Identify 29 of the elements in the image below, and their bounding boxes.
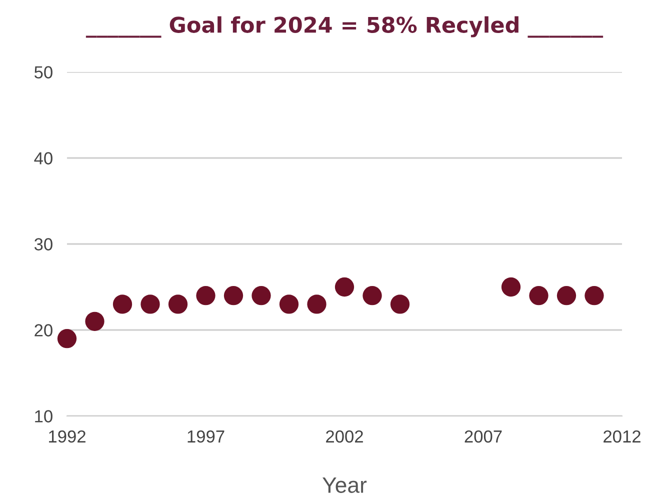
point bbox=[224, 286, 244, 306]
x-tick-label: 1992 bbox=[49, 430, 86, 443]
point bbox=[57, 329, 77, 348]
point bbox=[140, 294, 160, 314]
point bbox=[168, 294, 188, 314]
y-tick-label: 40 bbox=[34, 152, 52, 164]
point bbox=[196, 286, 216, 306]
point bbox=[529, 286, 548, 306]
point bbox=[556, 286, 576, 306]
point bbox=[390, 294, 410, 314]
point bbox=[307, 294, 326, 314]
point bbox=[362, 286, 382, 306]
y-tick-label: 20 bbox=[34, 324, 52, 336]
point bbox=[501, 277, 521, 297]
point bbox=[85, 312, 104, 331]
y-tick-label: 10 bbox=[35, 410, 52, 422]
x-tick-label: 2012 bbox=[604, 430, 640, 443]
x-tick-label: 1997 bbox=[188, 430, 224, 443]
y-tick-label: 50 bbox=[34, 66, 52, 78]
x-axis-title: Year bbox=[322, 477, 367, 493]
point bbox=[252, 286, 271, 306]
point bbox=[279, 294, 299, 314]
x-tick-label: 2002 bbox=[326, 430, 363, 443]
point bbox=[584, 286, 604, 306]
point bbox=[334, 277, 354, 297]
y-tick-label: 30 bbox=[34, 238, 52, 250]
point bbox=[112, 294, 132, 314]
chart-title: _______ Goal for 2024 = 58% Recyled _______ bbox=[86, 16, 604, 38]
x-tick-label: 2007 bbox=[464, 430, 502, 443]
